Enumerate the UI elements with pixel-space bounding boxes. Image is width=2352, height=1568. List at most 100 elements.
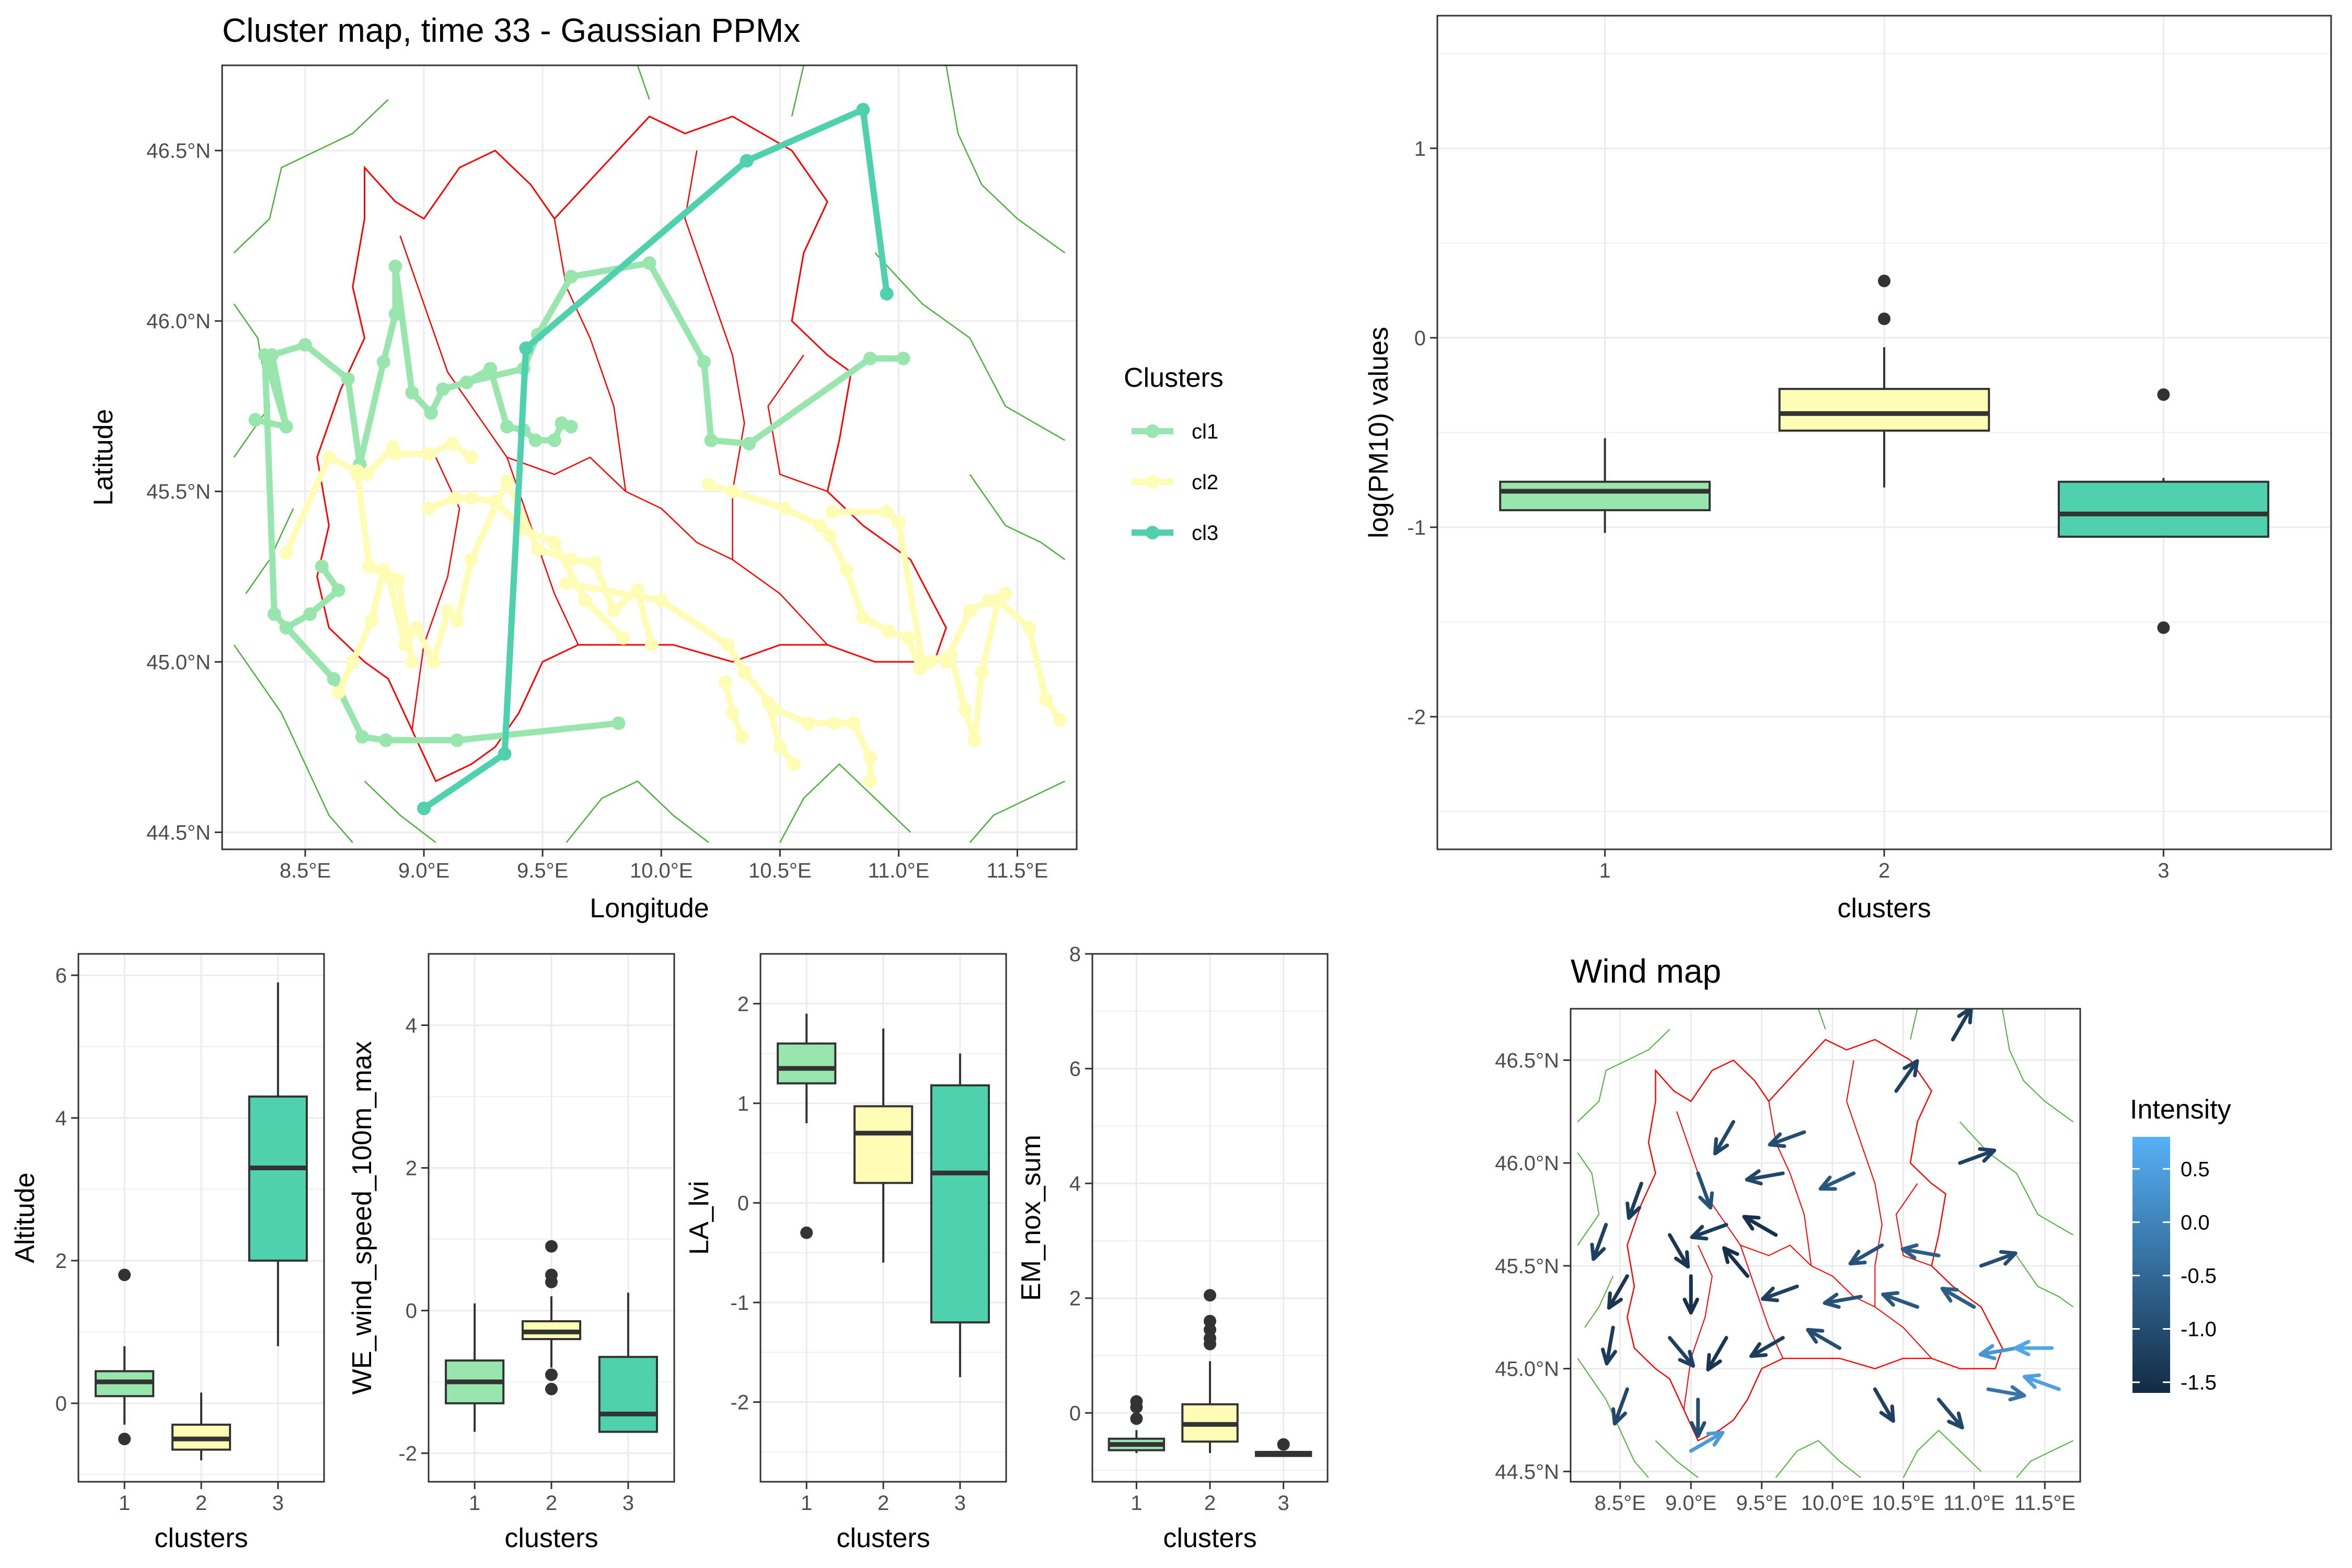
wind-arrow <box>1745 1169 1785 1186</box>
cluster-map-province-border-inner <box>399 235 508 458</box>
wind-arrow-head <box>1690 1235 1709 1241</box>
data-point-cl2 <box>787 757 801 771</box>
data-point-cl1 <box>388 307 402 321</box>
data-point-cl2 <box>464 552 478 567</box>
box-cluster-1 <box>1499 438 1711 533</box>
y-tick-label: 8 <box>1069 943 1081 966</box>
data-point-cl1 <box>341 372 355 386</box>
intensity-legend: Intensity 0.5 0.0 -0.5 -1.0 -1.5 <box>2130 1094 2231 1394</box>
series-line-cl2 <box>943 590 1009 665</box>
data-point-cl1 <box>327 672 341 686</box>
x-tick-label: 3 <box>2158 859 2169 882</box>
x-tick-label: 11.0°E <box>868 859 930 882</box>
legend-label-cl2: cl2 <box>1192 471 1218 494</box>
wind-arrow-shaft <box>1806 1328 1842 1350</box>
y-tick-label: 6 <box>55 964 67 987</box>
wind-arrow-shaft <box>1592 1223 1608 1261</box>
wind-arrow-shaft <box>1768 1130 1806 1147</box>
wind-arrow <box>2013 1340 2054 1356</box>
wind-arrow-shaft <box>1722 1246 1750 1278</box>
box-iqr <box>930 1084 990 1324</box>
wind-arrow-shaft <box>1713 1120 1735 1156</box>
wind-arrow-shaft <box>1745 1171 1785 1182</box>
series-line-cl1 <box>283 563 342 631</box>
wind-arrow-head <box>1848 1260 1867 1265</box>
data-point-cl2 <box>939 655 953 669</box>
data-point-cl2 <box>892 515 906 529</box>
wind-arrow-head <box>1968 1009 1973 1024</box>
series-line-cl1 <box>261 352 622 744</box>
wind-arrow-shaft <box>1951 1009 1973 1042</box>
data-point-cl2 <box>322 451 336 464</box>
y-tick-label: 2 <box>55 1250 67 1273</box>
data-point-cl2 <box>880 505 894 519</box>
wind-arrow-head <box>1900 1243 1919 1251</box>
data-point-cl2 <box>863 750 877 764</box>
wind-arrow-head <box>1749 1353 1768 1358</box>
wind-arrow-head <box>1690 1225 1704 1239</box>
colorbar-tick-label: -0.5 <box>2181 1264 2217 1287</box>
wind-arrow <box>1848 1243 1884 1265</box>
wind-arrow <box>1722 1246 1750 1278</box>
box-iqr <box>1499 480 1711 512</box>
y-tick-label: 1 <box>737 1092 749 1115</box>
data-point-cl1 <box>298 338 312 352</box>
data-point-cl1 <box>424 406 438 420</box>
data-point-cl1 <box>528 433 543 447</box>
legend-key-point-cl2 <box>1146 475 1159 489</box>
legend-label-cl1: cl1 <box>1192 420 1218 443</box>
wind-arrow <box>1978 1344 2019 1361</box>
data-point-cl2 <box>735 730 749 744</box>
outlier-point <box>2157 621 2170 634</box>
y-tick-label: 46.5°N <box>146 140 211 163</box>
wind-arrow-shaft <box>1818 1171 1856 1191</box>
box-cluster-1 <box>777 1013 837 1239</box>
wind-map-province-border <box>1584 1276 1614 1328</box>
wind-arrow <box>1894 1059 1919 1093</box>
data-point-cl1 <box>405 386 419 400</box>
data-point-cl2 <box>410 621 424 635</box>
y-tick-label: 46.0°N <box>1495 1152 1559 1175</box>
box-cluster-3 <box>2057 388 2269 634</box>
la-lvi-boxplot-panel: 1 2 3 -2 -1 0 1 2 clusters LA_lvi <box>684 953 1007 1553</box>
legend: Clusters cl1 cl2 cl3 <box>1124 363 1224 545</box>
series-line-cl3 <box>421 106 890 812</box>
colorbar-tick-label: 0.0 <box>2181 1211 2210 1234</box>
data-point-cl2 <box>882 624 896 638</box>
y-tick-label: 2 <box>737 993 749 1016</box>
y-tick-label: -1 <box>1407 516 1426 539</box>
cluster-map-province-border <box>791 65 804 117</box>
wind-arrow-head <box>1607 1297 1623 1310</box>
data-point-cl1 <box>742 436 756 451</box>
wind-arrow <box>1668 1233 1690 1269</box>
data-point-cl2 <box>975 665 989 679</box>
data-point-cl1 <box>279 621 293 635</box>
wind-arrow <box>1713 1120 1735 1156</box>
data-point-cl1 <box>697 355 711 369</box>
box-cluster-2 <box>1181 1289 1239 1454</box>
wind-arrow-head <box>1903 1059 1919 1070</box>
wind-arrow-head <box>1607 1291 1612 1310</box>
colorbar <box>2132 1137 2170 1393</box>
wind-arrow-shaft <box>1823 1295 1863 1305</box>
x-tick-label: 3 <box>622 1492 634 1515</box>
x-tick-label: 2 <box>195 1492 207 1515</box>
x-tick-label: 1 <box>469 1492 480 1515</box>
wind-arrow <box>1600 1325 1617 1366</box>
wind-arrow-shaft <box>1940 1287 1976 1309</box>
wind-arrow-shaft <box>1668 1233 1690 1269</box>
data-point-cl2 <box>761 696 775 710</box>
altitude-boxplot-panel: 1 2 3 0 2 4 6 clusters Altitude <box>10 953 325 1553</box>
data-point-cl1 <box>564 270 578 284</box>
wind-arrow-head <box>1590 1242 1596 1261</box>
data-point-cl1 <box>248 413 262 427</box>
wind-arrow <box>1668 1336 1696 1368</box>
data-point-cl2 <box>464 451 478 464</box>
wind-arrow-head <box>1742 1215 1761 1220</box>
wind-arrow-head <box>1823 1301 1841 1309</box>
data-point-cl2 <box>345 655 360 669</box>
data-point-cl1 <box>863 351 877 365</box>
data-point-cl2 <box>1053 713 1067 727</box>
outlier-point <box>1277 1438 1290 1451</box>
legend-label-cl3: cl3 <box>1192 522 1218 545</box>
